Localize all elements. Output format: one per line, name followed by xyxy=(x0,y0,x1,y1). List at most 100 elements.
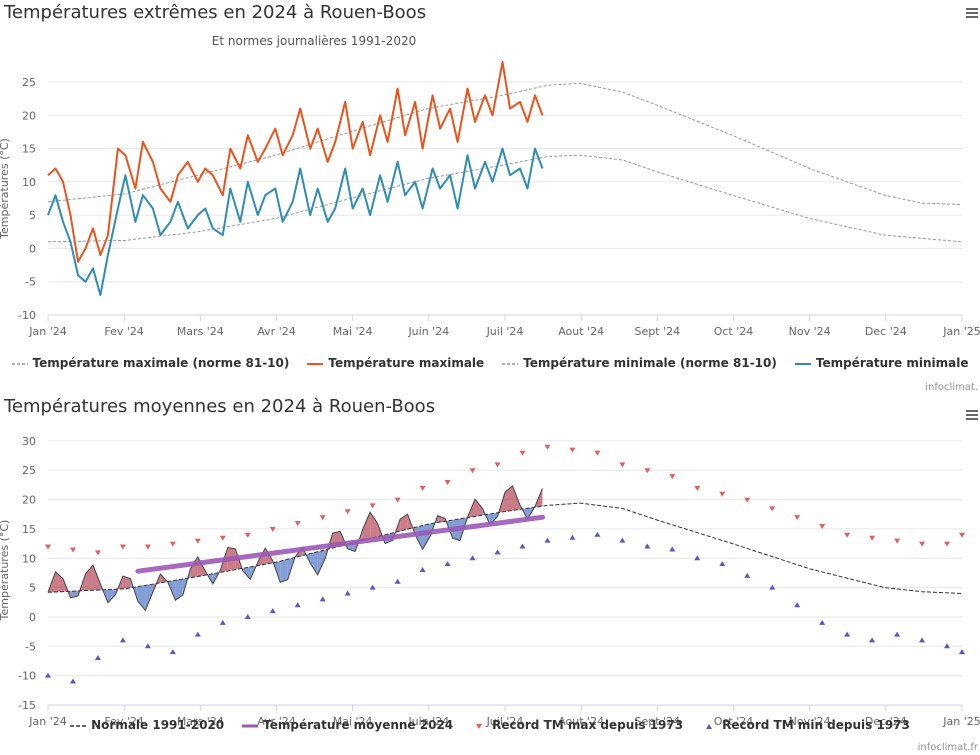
legend-label: Température minimale (norme 81-10) xyxy=(523,356,777,370)
record-max-marker xyxy=(369,503,376,509)
anomaly-area xyxy=(235,548,243,571)
y-tick-label: 25 xyxy=(22,464,36,477)
record-min-marker xyxy=(869,637,876,643)
chart1-menu-icon[interactable] xyxy=(966,8,978,20)
record-min-marker xyxy=(644,543,651,549)
series-line-4 xyxy=(47,147,544,296)
legend-item-tmin[interactable]: Température minimale xyxy=(794,356,969,370)
record-min-marker xyxy=(794,602,801,608)
record-max-marker xyxy=(119,544,126,550)
record-min-marker xyxy=(919,637,926,643)
solid-line-icon xyxy=(242,720,259,730)
anomaly-area xyxy=(437,515,446,523)
y-tick-label: 0 xyxy=(29,242,36,255)
record-max-marker xyxy=(844,532,851,538)
x-tick-label: Oct '24 xyxy=(714,325,754,338)
anomaly-area xyxy=(370,512,378,539)
record-min-marker xyxy=(669,546,676,552)
record-max-marker xyxy=(494,462,501,468)
anomaly-area xyxy=(505,485,513,512)
record-min-marker xyxy=(944,643,951,649)
anomaly-area xyxy=(85,565,93,591)
x-tick-label: Mars '24 xyxy=(177,325,224,338)
record-min-marker xyxy=(269,608,276,614)
record-min-marker xyxy=(694,555,701,561)
legend-item-mean[interactable]: Température moyenne 2024 xyxy=(242,718,453,732)
record-max-marker xyxy=(919,541,926,547)
legend-item-normal[interactable]: Normale 1991-2020 xyxy=(70,718,224,732)
record-max-marker xyxy=(794,515,801,521)
record-min-marker xyxy=(369,584,376,590)
record-min-marker xyxy=(45,672,51,678)
record-min-marker xyxy=(544,537,551,543)
record-max-marker xyxy=(469,468,476,474)
x-tick-label: Juil '24 xyxy=(486,715,524,728)
anomaly-area xyxy=(107,589,116,603)
record-max-marker xyxy=(444,479,451,485)
x-tick-label: Jan '24 xyxy=(28,715,66,728)
legend-label: Température minimale xyxy=(815,356,969,370)
series-line-3 xyxy=(47,154,963,243)
legend-item-tmax[interactable]: Température maximale xyxy=(307,356,484,370)
record-max-marker xyxy=(719,491,726,497)
x-tick-label: Aout '24 xyxy=(558,715,604,728)
anomaly-area xyxy=(445,518,453,539)
record-min-marker xyxy=(494,549,501,555)
series-line-2 xyxy=(47,61,544,263)
triangle-up-icon xyxy=(701,720,717,730)
record-max-marker xyxy=(244,532,251,538)
record-max-marker xyxy=(744,497,751,503)
y-tick-label: 25 xyxy=(22,76,36,89)
record-max-marker xyxy=(819,523,826,529)
anomaly-area xyxy=(362,512,371,541)
legend-item-rec-max[interactable]: Record TM max depuis 1973 xyxy=(471,718,683,732)
record-min-marker xyxy=(569,534,576,540)
x-tick-label: Fev '24 xyxy=(104,715,144,728)
legend-label: Record TM max depuis 1973 xyxy=(492,718,684,732)
x-tick-label: Jan '25 xyxy=(942,325,980,338)
anomaly-area xyxy=(137,585,146,611)
legend-item-rec-min[interactable]: Record TM min depuis 1973 xyxy=(701,718,910,732)
y-tick-label: 10 xyxy=(22,176,36,189)
record-max-marker xyxy=(219,535,226,541)
record-min-marker xyxy=(294,602,301,608)
record-min-marker xyxy=(719,561,726,567)
mean-trend-line xyxy=(135,514,545,574)
record-max-marker xyxy=(544,444,551,450)
solid-line-icon xyxy=(794,358,811,368)
legend-item-tmax-norm[interactable]: Température maximale (norme 81-10) xyxy=(11,356,289,370)
anomaly-area xyxy=(145,584,153,611)
record-max-marker xyxy=(869,535,876,541)
chart1-credit[interactable]: infoclimat. xyxy=(925,382,978,393)
x-tick-label: Fev '24 xyxy=(104,325,144,338)
x-tick-label: Dec '24 xyxy=(865,715,907,728)
x-tick-label: Oct '24 xyxy=(714,715,754,728)
record-min-marker xyxy=(69,678,76,684)
record-min-marker xyxy=(594,531,601,537)
record-min-marker xyxy=(519,543,526,549)
anomaly-area xyxy=(310,551,318,575)
record-min-marker xyxy=(844,631,851,637)
anomaly-area xyxy=(175,579,183,601)
legend-item-tmin-norm[interactable]: Température minimale (norme 81-10) xyxy=(502,356,777,370)
y-tick-label: 15 xyxy=(22,523,36,536)
chart2-credit[interactable]: infoclimat.fr xyxy=(917,742,978,753)
record-min-marker xyxy=(219,619,226,625)
dashed-line-icon xyxy=(11,358,28,368)
x-tick-label: Juil '24 xyxy=(486,325,524,338)
x-tick-label: Dec '24 xyxy=(865,325,907,338)
x-tick-label: Mars '24 xyxy=(177,715,224,728)
x-tick-label: Sept '24 xyxy=(635,325,681,338)
record-max-marker xyxy=(319,515,326,521)
dashed-line-icon xyxy=(502,358,519,368)
y-tick-label: 0 xyxy=(29,611,36,624)
chart2-menu-icon[interactable] xyxy=(966,410,978,422)
record-min-marker xyxy=(94,655,101,661)
record-max-marker xyxy=(69,547,76,553)
record-max-marker xyxy=(619,462,626,468)
record-max-marker xyxy=(944,541,951,547)
x-tick-label: Nov '24 xyxy=(789,325,831,338)
y-tick-label: 5 xyxy=(29,582,36,595)
anomaly-area xyxy=(48,571,56,593)
normal-line xyxy=(47,502,963,594)
